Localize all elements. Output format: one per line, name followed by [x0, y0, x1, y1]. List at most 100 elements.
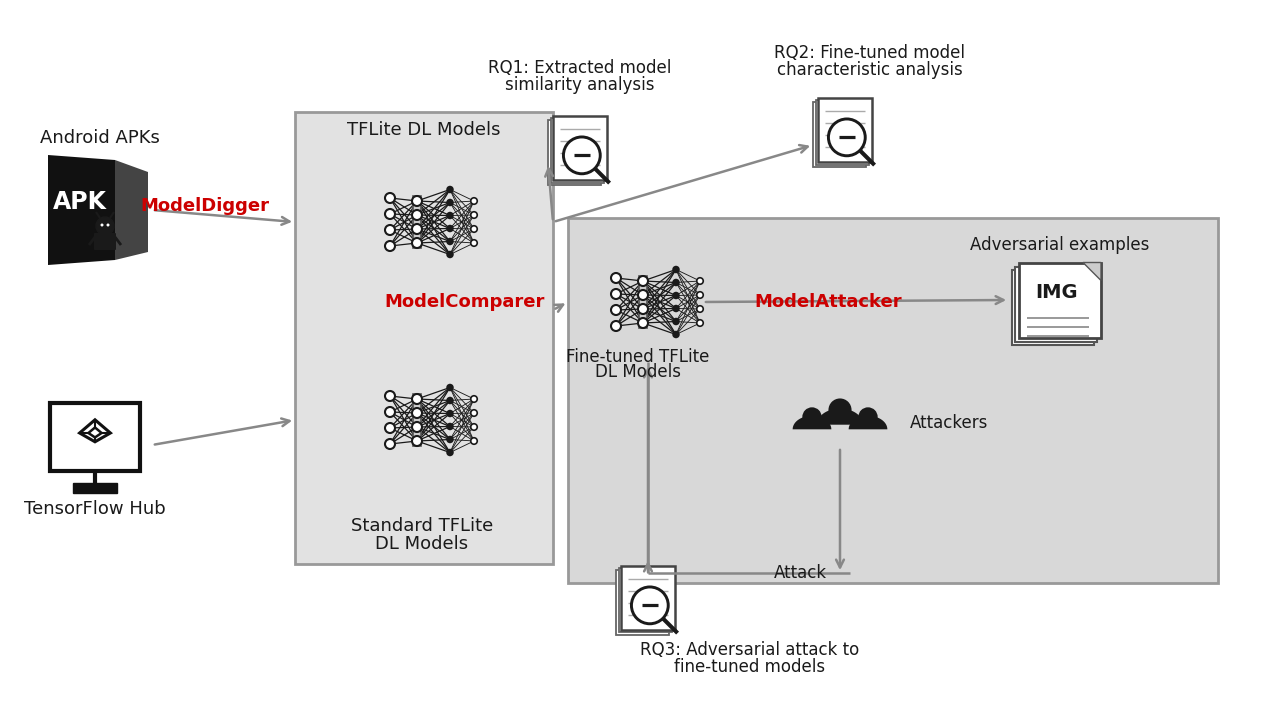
Text: IMG: IMG	[1036, 282, 1078, 302]
Circle shape	[412, 196, 422, 206]
FancyBboxPatch shape	[295, 112, 553, 564]
Circle shape	[412, 394, 422, 404]
Circle shape	[106, 224, 109, 227]
Circle shape	[638, 276, 647, 286]
Circle shape	[672, 331, 679, 338]
Circle shape	[385, 193, 395, 203]
Polygon shape	[817, 409, 863, 425]
Text: Adversarial examples: Adversarial examples	[970, 235, 1150, 253]
FancyBboxPatch shape	[622, 566, 674, 630]
FancyBboxPatch shape	[1019, 263, 1101, 337]
FancyBboxPatch shape	[550, 118, 604, 183]
Circle shape	[696, 278, 704, 284]
Text: RQ1: Extracted model: RQ1: Extracted model	[488, 59, 672, 77]
Circle shape	[672, 305, 679, 312]
Circle shape	[696, 292, 704, 298]
FancyBboxPatch shape	[813, 103, 867, 167]
Circle shape	[446, 186, 454, 193]
Circle shape	[828, 119, 865, 156]
FancyBboxPatch shape	[94, 233, 115, 250]
Text: TFLite DL Models: TFLite DL Models	[347, 121, 501, 139]
Text: APK: APK	[53, 190, 106, 214]
Circle shape	[470, 424, 477, 430]
Circle shape	[446, 251, 454, 258]
Text: characteristic analysis: characteristic analysis	[777, 61, 963, 79]
Circle shape	[412, 408, 422, 418]
Text: DL Models: DL Models	[595, 363, 681, 381]
Circle shape	[672, 292, 679, 299]
FancyBboxPatch shape	[73, 483, 117, 493]
Circle shape	[470, 438, 477, 444]
FancyBboxPatch shape	[638, 276, 647, 328]
FancyBboxPatch shape	[615, 570, 669, 635]
Circle shape	[828, 399, 851, 422]
FancyBboxPatch shape	[547, 121, 601, 185]
Circle shape	[446, 199, 454, 206]
Circle shape	[446, 397, 454, 404]
Circle shape	[612, 321, 620, 331]
Text: Attackers: Attackers	[910, 414, 988, 432]
FancyBboxPatch shape	[413, 196, 420, 248]
Circle shape	[385, 407, 395, 417]
Circle shape	[96, 217, 114, 235]
Circle shape	[612, 273, 620, 283]
Circle shape	[446, 384, 454, 391]
Circle shape	[803, 407, 822, 427]
Circle shape	[696, 320, 704, 326]
Circle shape	[412, 238, 422, 248]
Circle shape	[446, 423, 454, 430]
Circle shape	[385, 391, 395, 401]
Circle shape	[412, 422, 422, 432]
Circle shape	[385, 209, 395, 219]
Circle shape	[385, 423, 395, 433]
Text: similarity analysis: similarity analysis	[505, 76, 655, 94]
Text: Android APKs: Android APKs	[40, 129, 160, 147]
Circle shape	[412, 224, 422, 234]
Circle shape	[446, 436, 454, 443]
FancyBboxPatch shape	[618, 568, 672, 632]
Circle shape	[100, 224, 104, 227]
Circle shape	[385, 225, 395, 235]
Text: Attack: Attack	[773, 564, 827, 582]
FancyBboxPatch shape	[568, 218, 1218, 583]
FancyBboxPatch shape	[1015, 266, 1097, 342]
Circle shape	[446, 410, 454, 417]
Text: Fine-tuned TFLite: Fine-tuned TFLite	[567, 348, 710, 366]
Text: RQ2: Fine-tuned model: RQ2: Fine-tuned model	[774, 44, 965, 62]
Circle shape	[446, 238, 454, 245]
Circle shape	[638, 290, 647, 300]
Circle shape	[672, 279, 679, 286]
Circle shape	[470, 226, 477, 232]
Circle shape	[446, 212, 454, 219]
FancyBboxPatch shape	[818, 97, 872, 162]
Circle shape	[638, 318, 647, 328]
Text: TensorFlow Hub: TensorFlow Hub	[24, 500, 165, 518]
FancyBboxPatch shape	[1011, 269, 1094, 344]
Circle shape	[632, 587, 668, 624]
Text: Standard TFLite: Standard TFLite	[351, 517, 494, 535]
Circle shape	[412, 210, 422, 220]
Text: fine-tuned models: fine-tuned models	[674, 658, 826, 676]
Circle shape	[470, 396, 477, 402]
Text: ModelAttacker: ModelAttacker	[754, 293, 901, 311]
Circle shape	[385, 439, 395, 449]
FancyBboxPatch shape	[413, 394, 420, 446]
Circle shape	[385, 241, 395, 251]
Circle shape	[412, 436, 422, 446]
Circle shape	[612, 289, 620, 299]
Circle shape	[470, 198, 477, 204]
Polygon shape	[1083, 263, 1101, 281]
Polygon shape	[792, 416, 831, 430]
Circle shape	[859, 407, 878, 427]
Circle shape	[470, 240, 477, 246]
FancyBboxPatch shape	[554, 116, 606, 180]
Circle shape	[446, 225, 454, 232]
FancyBboxPatch shape	[50, 403, 140, 471]
Text: ModelDigger: ModelDigger	[141, 197, 269, 215]
Circle shape	[564, 137, 600, 174]
Text: RQ3: Adversarial attack to: RQ3: Adversarial attack to	[641, 641, 860, 659]
Circle shape	[470, 410, 477, 417]
Text: ModelComparer: ModelComparer	[385, 293, 545, 311]
Circle shape	[638, 304, 647, 314]
Polygon shape	[47, 155, 115, 265]
